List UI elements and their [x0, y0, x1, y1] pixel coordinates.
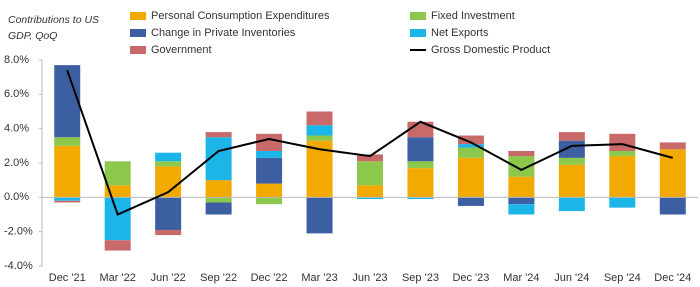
x-tick-label: Jun '23: [352, 272, 387, 284]
x-tick-label: Sep '24: [604, 272, 641, 284]
bar-segment: [104, 161, 131, 186]
bar-segment: [659, 197, 686, 215]
y-tick-label: 4.0%: [4, 123, 29, 135]
bar-segment: [155, 197, 182, 230]
bar-segment: [256, 157, 283, 184]
x-tick-label: Dec '23: [452, 272, 489, 284]
x-tick-label: Mar '22: [100, 272, 136, 284]
x-tick-label: Jun '22: [151, 272, 186, 284]
bar-segment: [609, 156, 636, 198]
bar-segment: [306, 135, 333, 141]
bar-segment: [357, 161, 383, 186]
bar-segment: [609, 150, 636, 157]
bar-segment: [457, 144, 484, 148]
bar-segment: [609, 133, 636, 151]
x-tick-label: Mar '24: [503, 272, 539, 284]
bar-segment: [256, 183, 283, 198]
bar-segment: [306, 111, 333, 126]
bar-segment: [256, 133, 283, 151]
bar-segment: [558, 157, 585, 165]
x-tick-label: Sep '23: [402, 272, 439, 284]
bar-segment: [306, 125, 333, 136]
legend-swatch: [130, 46, 146, 54]
bar-segment: [54, 145, 81, 198]
bar-segment: [256, 197, 283, 205]
x-tick-label: Mar '23: [301, 272, 337, 284]
chart-title: GDP, QoQ: [8, 30, 57, 42]
bar-segment: [155, 152, 182, 162]
legend-label: Personal Consumption Expenditures: [151, 10, 330, 22]
bar-segment: [357, 185, 383, 198]
x-tick-label: Sep '22: [200, 272, 237, 284]
y-tick-label: -2.0%: [4, 226, 33, 238]
bar-segment: [457, 157, 484, 198]
x-tick-label: Dec '22: [251, 272, 288, 284]
legend-swatch: [130, 12, 146, 20]
bar-segment: [609, 197, 636, 208]
legend-label: Change in Private Inventories: [151, 27, 296, 39]
x-tick-label: Dec '24: [654, 272, 691, 284]
bar-segment: [357, 154, 383, 162]
bar-segment: [155, 161, 182, 167]
bar-segment: [457, 135, 484, 145]
bar-segment: [508, 150, 535, 157]
bar-segment: [558, 164, 585, 198]
legend-label: Fixed Investment: [431, 10, 515, 22]
bar-segment: [104, 197, 131, 241]
bar-segment: [54, 137, 81, 146]
y-tick-label: -4.0%: [4, 260, 33, 272]
bar-segment: [306, 197, 333, 234]
bar-segment: [407, 197, 434, 200]
bar-segment: [457, 147, 484, 158]
bar-segment: [205, 197, 232, 203]
bar-segment: [155, 229, 182, 236]
bar-segment: [256, 150, 283, 158]
bar-segment: [407, 161, 434, 169]
bar-segment: [508, 204, 535, 215]
y-tick-label: 0.0%: [4, 191, 29, 203]
chart-title: Contributions to US: [8, 14, 99, 26]
bar-segment: [659, 149, 686, 198]
legend-swatch: [130, 29, 146, 37]
bar-segment: [205, 202, 232, 215]
bar-segment: [104, 240, 131, 251]
x-tick-label: Dec '21: [49, 272, 86, 284]
bar-segment: [558, 197, 585, 212]
y-tick-label: 2.0%: [4, 157, 29, 169]
bar-segment: [508, 156, 535, 177]
line-series: [66, 69, 674, 216]
bar-segment: [54, 65, 81, 138]
bar-segment: [457, 197, 484, 206]
bar-segment: [508, 176, 535, 198]
bar-segment: [659, 142, 686, 150]
x-tick-label: Jun '24: [554, 272, 589, 284]
bar-segment: [558, 132, 585, 141]
legend-swatch: [410, 12, 426, 20]
bar-segment: [508, 197, 535, 205]
legend-label: Gross Domestic Product: [431, 44, 550, 56]
bar-segment: [407, 168, 434, 198]
bar-segment: [54, 197, 81, 201]
legend-label: Government: [151, 44, 212, 56]
bar-segment: [407, 137, 434, 162]
bar-segment: [407, 121, 434, 138]
bar-segment: [357, 197, 383, 200]
legend-label: Net Exports: [431, 27, 489, 39]
legend-swatch: [410, 29, 426, 37]
bar-segment: [205, 132, 232, 138]
bar-segment: [205, 180, 232, 198]
y-tick-label: 8.0%: [4, 54, 29, 66]
bar-segment: [54, 200, 81, 203]
y-tick-label: 6.0%: [4, 88, 29, 100]
